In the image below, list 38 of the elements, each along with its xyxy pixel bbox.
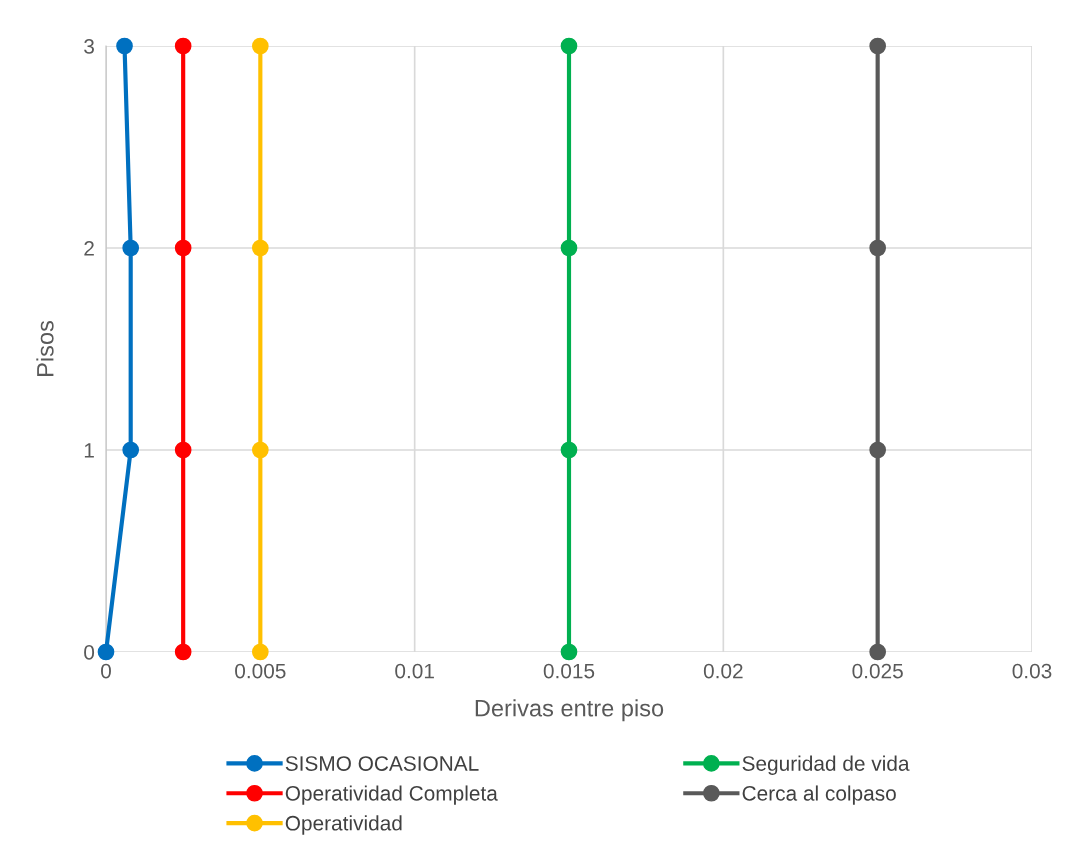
point [869, 37, 887, 55]
y-tick-label: 1 [84, 443, 94, 458]
legend-label: Operatividad [285, 815, 402, 835]
point [122, 441, 140, 459]
x-tick-label: 0.025 [852, 663, 903, 679]
y-tick-label: 3 [84, 39, 94, 54]
point [251, 37, 269, 55]
legend-label: SISMO OCASIONAL [285, 756, 479, 771]
point [174, 37, 192, 55]
y-tick-label: 0 [84, 645, 95, 660]
legend-label: Operatividad Completa [285, 785, 498, 805]
point [122, 239, 140, 257]
y-axis-title: Pisos [36, 320, 54, 376]
legend-label: Seguridad de vida [742, 755, 910, 776]
point [174, 643, 192, 661]
x-tick-label: 0.01 [395, 663, 434, 679]
x-tick-label: 0 [101, 663, 111, 679]
point [97, 643, 115, 661]
point [251, 441, 269, 459]
point [116, 37, 133, 55]
x-tick-label: 0.015 [543, 663, 595, 679]
point [174, 239, 192, 257]
y-tick-label: 2 [84, 241, 94, 256]
x-tick-label: 0.005 [235, 663, 286, 679]
point [174, 441, 192, 459]
x-tick-label: 0.03 [1012, 663, 1052, 679]
point [869, 441, 887, 459]
point [869, 239, 887, 257]
legend-label: Cerca al colpaso [742, 785, 896, 805]
point [560, 239, 578, 257]
point [251, 643, 269, 661]
point [560, 37, 578, 55]
point [560, 441, 578, 459]
x-axis-title: Derivas entre piso [475, 699, 664, 722]
x-tick-label: 0.02 [703, 663, 743, 679]
point [869, 643, 887, 661]
point [560, 643, 578, 661]
point [251, 239, 269, 257]
